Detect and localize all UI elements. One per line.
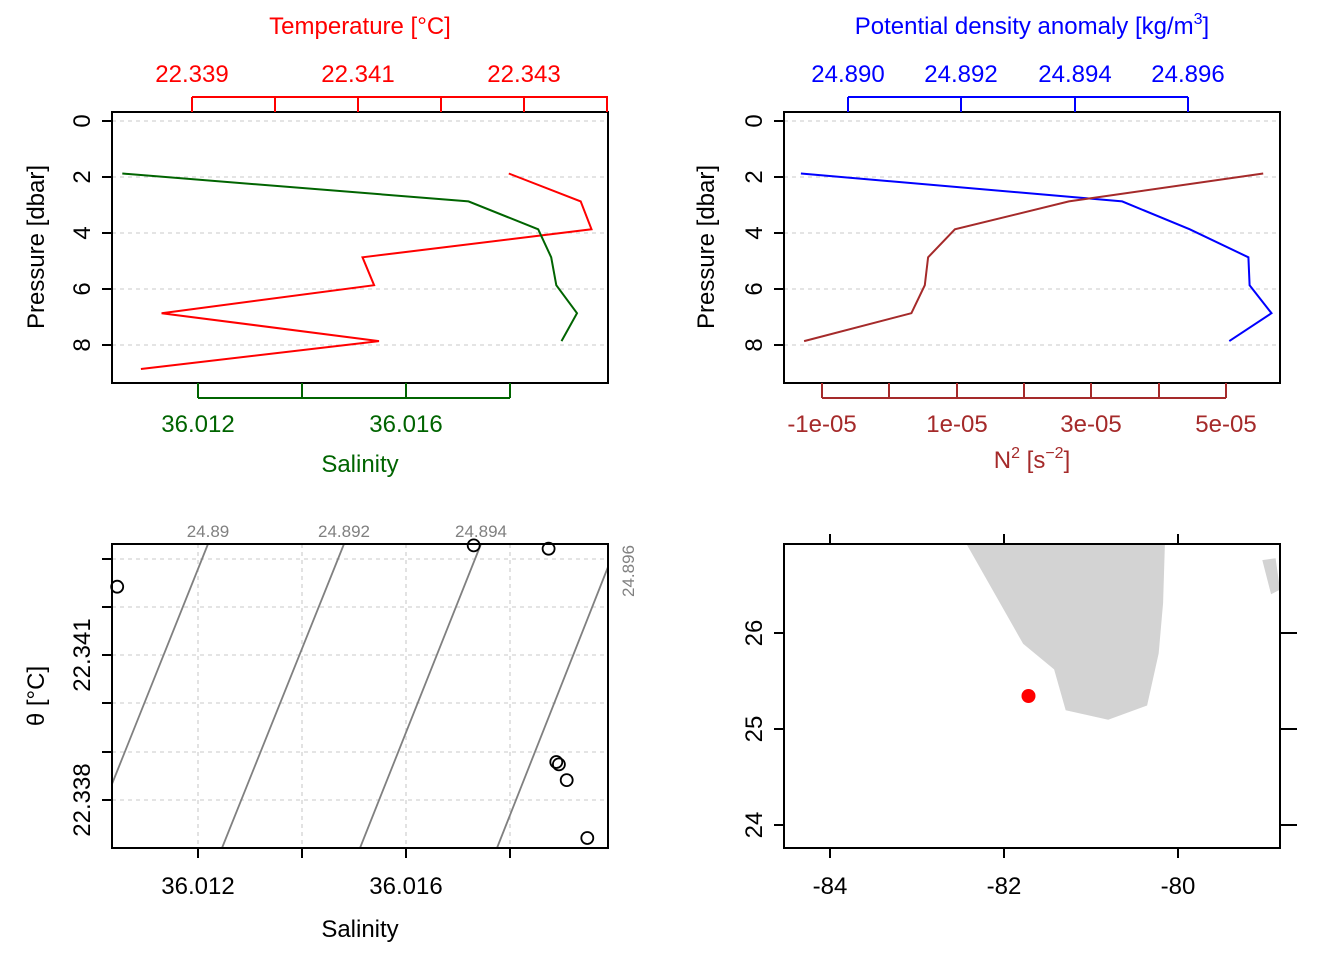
bottom-axis-label: N2 [s−2] [994,445,1071,474]
ts-point [549,755,564,769]
ts-point [580,831,595,845]
panel-profile-ts: 0 2 4 6 8 Pressure [dbar] 22.339 22.341 … [23,13,609,478]
land-polygon [1262,558,1280,595]
top-axis-label: Potential density anomaly [kg/m3] [855,11,1209,40]
isopycnal-label: 24.894 [455,522,507,541]
pressure-axis: 0 2 4 6 8 Pressure [dbar] [693,114,784,352]
bottom-tick-label: 1e-05 [926,411,987,438]
x-tick-label: -84 [813,873,848,900]
panel-ts-diagram: 24.89 24.892 24.894 24.896 36.012 36.016… [23,522,638,943]
panel-station-map: -84 -82 -80 24 25 26 [741,534,1297,900]
y-axis-label: θ [°C] [23,666,50,726]
bottom-tick-label: 5e-05 [1195,411,1256,438]
isopycnal-label: 24.896 [619,545,638,597]
station-marker-layer [1021,689,1036,703]
plot-frame [783,543,1281,849]
y-tick-label: 6 [69,282,96,295]
x-axis: 36.012 36.016 Salinity [161,848,511,943]
bottom-tick-label: -1e-05 [787,411,856,438]
bottom-tick-label: 36.016 [369,411,442,438]
y-tick-label: 6 [741,282,768,295]
isopycnal-label: 24.89 [187,522,230,541]
top-tick-label: 24.896 [1151,61,1224,88]
ts-point [552,757,566,772]
temperature-profile-line [140,172,593,370]
ts-point [466,538,481,553]
density-axis: 24.890 24.892 24.894 24.896 Potential de… [811,11,1225,112]
isopycnal-label: 24.892 [318,522,370,541]
y-tick-label: 0 [741,114,768,127]
y-tick-label: 4 [69,226,96,239]
x-tick-label: -82 [987,873,1022,900]
top-tick-label: 24.892 [924,61,997,88]
y-tick-label: 22.338 [69,763,96,836]
plot-frame [783,111,1281,384]
latitude-axis: 24 25 26 [741,620,1297,839]
y-tick-label: 22.341 [69,618,96,691]
ts-points [110,538,595,845]
y-tick-label: 26 [741,620,768,647]
top-tick-label: 24.890 [811,61,884,88]
isopycnal-line [359,543,482,849]
profile-density-series [800,172,1273,343]
top-tick-label: 22.341 [321,61,394,88]
y-tick-label: 4 [741,226,768,239]
temperature-axis: 22.339 22.341 22.343 Temperature [°C] [155,13,608,112]
station-marker [1021,689,1036,703]
y-tick-label: 25 [741,716,768,743]
salinity-axis: 36.012 36.016 Salinity [161,383,511,478]
ts-point [541,541,556,556]
potential-profile-line [800,172,1273,342]
isopycnals: 24.89 24.892 24.894 24.896 [111,522,638,849]
isopycnal-line [221,543,345,849]
top-tick-label: 22.343 [487,61,560,88]
profile-ts-series [122,172,593,370]
y-tick-label: 2 [69,170,96,183]
y-tick-label: 24 [741,812,768,839]
y-tick-label: 8 [741,338,768,351]
n2-axis: -1e-05 1e-05 3e-05 5e-05 N2 [s−2] [787,383,1257,474]
y-tick-label: 2 [741,170,768,183]
x-tick-label: 36.016 [369,873,442,900]
ts-point [559,773,574,787]
y-axis-label: Pressure [dbar] [693,165,720,329]
x-tick-label: -80 [1161,873,1196,900]
bottom-tick-label: 36.012 [161,411,234,438]
pressure-axis: 0 2 4 6 8 Pressure [dbar] [23,114,112,352]
land-polygon [966,544,1165,720]
bottom-tick-label: 3e-05 [1060,411,1121,438]
top-axis-label: Temperature [°C] [269,13,451,40]
bottom-axis-label: Salinity [321,451,398,478]
y-tick-label: 8 [69,338,96,351]
coastline [966,544,1280,720]
longitude-axis: -84 -82 -80 [813,534,1196,900]
n2-profile-line [803,172,1264,343]
panel-profile-density: 0 2 4 6 8 Pressure [dbar] 24.890 24.892 … [693,11,1281,474]
top-tick-label: 22.339 [155,61,228,88]
y-axis-label: Pressure [dbar] [23,165,50,329]
top-tick-label: 24.894 [1038,61,1111,88]
y-tick-label: 0 [69,114,96,127]
isopycnal-line [496,566,609,849]
isopycnal-line [111,543,209,785]
plot-frame [111,543,609,849]
y-axis: 22.338 22.341 θ [°C] [23,558,112,837]
plot-frame [111,111,609,384]
salinity-profile-line [122,172,579,342]
x-tick-label: 36.012 [161,873,234,900]
x-axis-label: Salinity [321,916,398,943]
